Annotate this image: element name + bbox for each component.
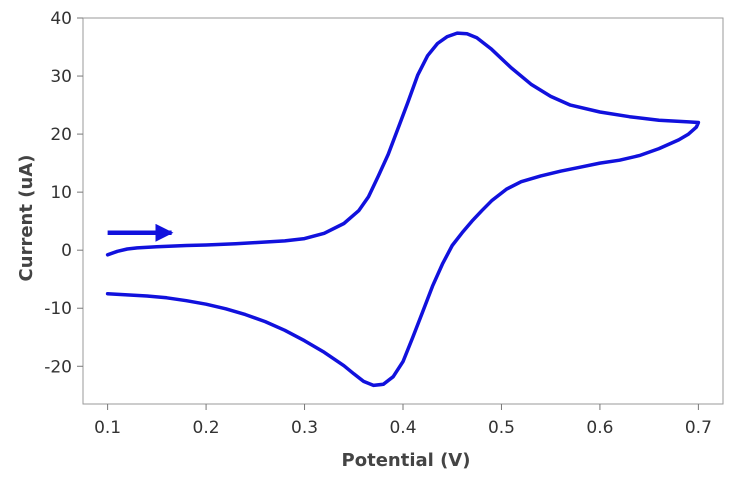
x-axis-title: Potential (V) [342,450,471,471]
ticks-layer: 0.1 0.2 0.3 0.4 0.5 0.6 0.7 -20 -10 0 10 20 30 40 [44,9,712,438]
cv-trace-line [105,31,701,388]
y-tick-label: 40 [50,9,72,29]
y-tick-label: -10 [44,299,72,319]
x-tick-label: 0.7 [685,418,712,438]
axes-layer [82,17,724,405]
y-tick-label: 0 [61,241,72,261]
y-tick-label: -20 [44,357,72,377]
y-axis-title: Current (uA) [16,155,37,282]
y-tick-label: 10 [50,183,72,203]
x-tick-label: 0.1 [94,418,121,438]
y-tick-label: 20 [50,125,72,145]
x-tick-label: 0.3 [291,418,318,438]
plot-frame [82,17,724,405]
y-tick-label: 30 [50,67,72,87]
x-tick-label: 0.5 [488,418,515,438]
x-tick-label: 0.4 [389,418,416,438]
data-layer [105,31,701,388]
x-tick-label: 0.2 [193,418,220,438]
x-tick-label: 0.6 [586,418,613,438]
